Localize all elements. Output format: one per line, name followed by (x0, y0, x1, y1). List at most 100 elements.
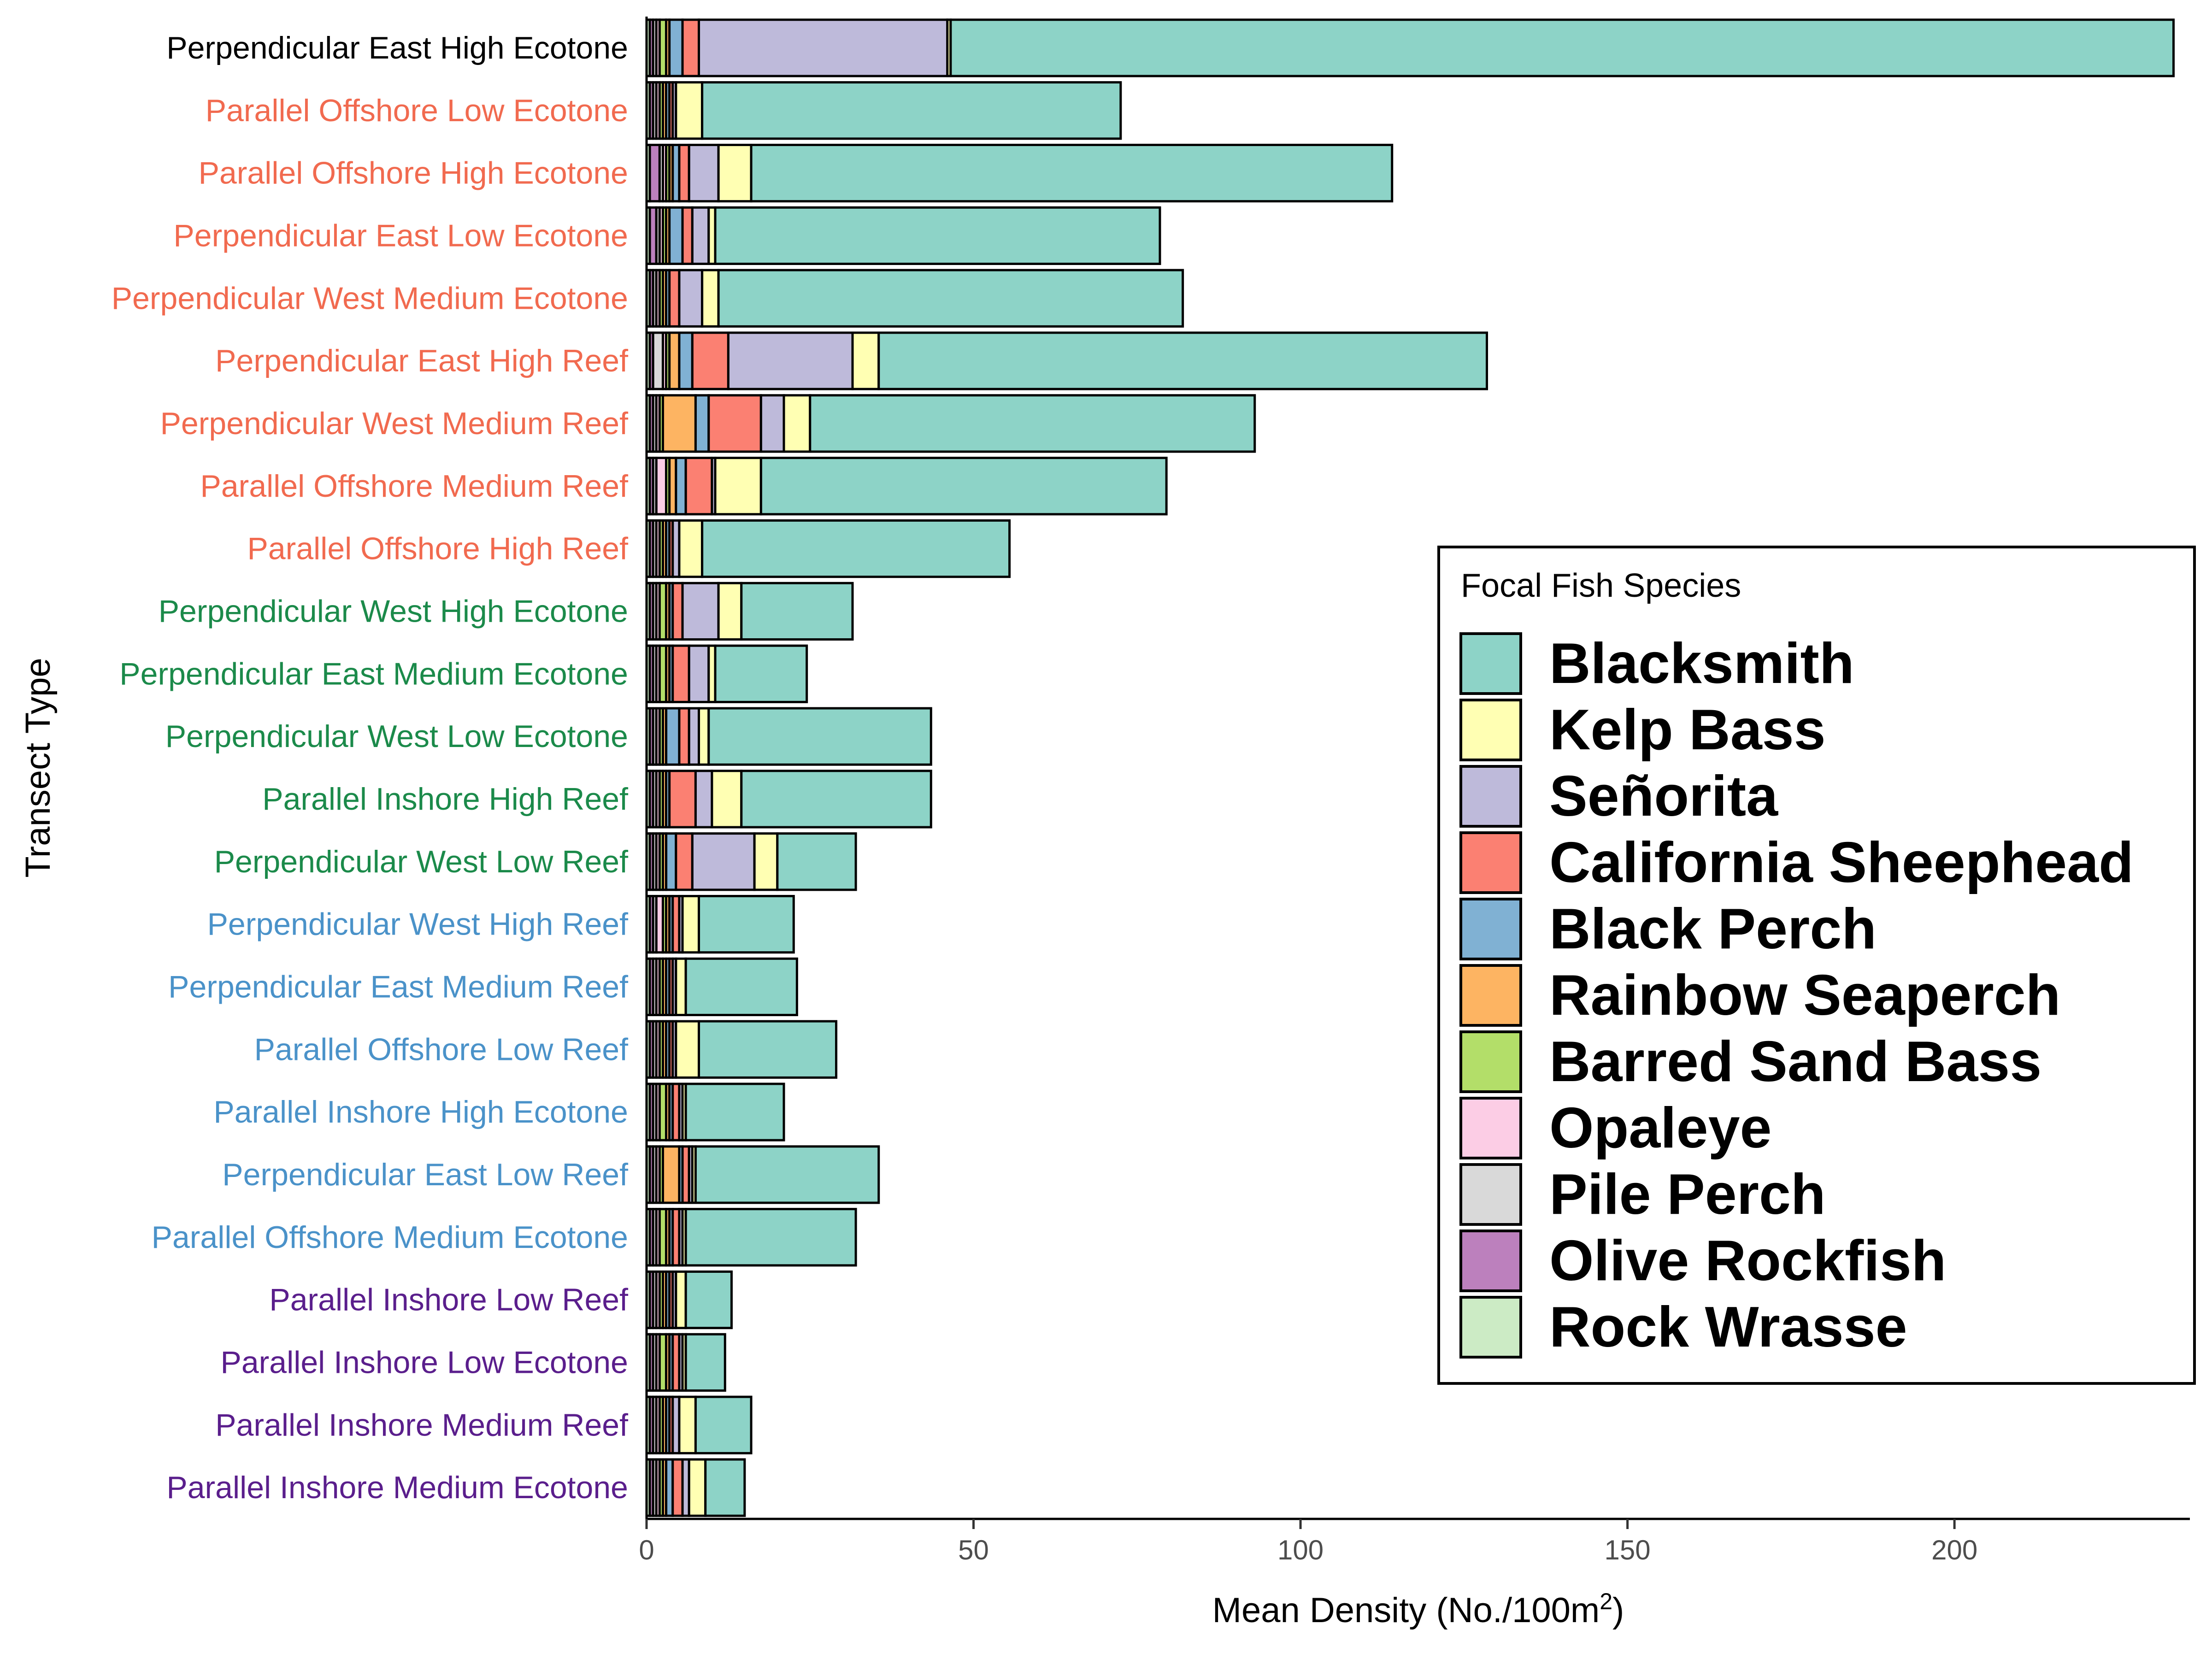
bar-segment (665, 832, 677, 891)
category-label: Perpendicular West Low Ecotone (165, 719, 628, 754)
bar-segment (698, 1020, 838, 1079)
x-tick-label: 50 (958, 1535, 989, 1565)
legend-key (1459, 1030, 1522, 1093)
legend-key (1459, 1230, 1522, 1292)
legend-key (1459, 1296, 1522, 1359)
x-tick-label: 200 (1931, 1535, 1977, 1565)
bar-segment (681, 18, 700, 77)
bar-segment (675, 1020, 700, 1079)
category-label: Perpendicular East Medium Reef (168, 969, 628, 1004)
bar-segment (671, 1458, 684, 1517)
bar-segment (688, 644, 710, 703)
legend-label: Pile Perch (1549, 1163, 1826, 1226)
bar-segment (661, 1145, 681, 1204)
category-label: Parallel Inshore High Reef (262, 782, 628, 817)
bar-segment (698, 894, 795, 954)
legend-label: California Sheephead (1549, 831, 2134, 894)
bar-segment (740, 582, 854, 641)
bar-segment (782, 394, 812, 453)
bar-segment (652, 331, 664, 390)
bar-segment (691, 832, 756, 891)
x-tick-label: 100 (1277, 1535, 1324, 1565)
bar-segment (759, 457, 1168, 516)
bar-segment (675, 457, 687, 516)
bar-segment (684, 457, 713, 516)
bar-segment (717, 143, 753, 203)
bar-segment (707, 394, 762, 453)
legend-key (1459, 699, 1522, 761)
bar-segment (694, 1395, 753, 1454)
legend-key (1459, 831, 1522, 894)
legend-title: Focal Fish Species (1461, 567, 1741, 604)
category-label: Perpendicular East High Ecotone (166, 30, 628, 65)
bar-segment (668, 18, 684, 77)
bar-segment (684, 1270, 733, 1330)
bar-segment (655, 457, 668, 516)
legend-label: Black Perch (1549, 897, 1877, 961)
bar-segment (678, 331, 694, 390)
category-label: Perpendicular East Low Reef (222, 1157, 628, 1192)
bar-segment (684, 1333, 726, 1392)
bar-segment (668, 206, 684, 265)
bar-segment (750, 143, 1394, 203)
legend-key (1459, 1097, 1522, 1159)
bar-segment (877, 331, 1488, 390)
bar-segment (698, 707, 710, 766)
bar-segment (701, 519, 1011, 578)
category-label: Parallel Offshore Low Reef (254, 1032, 628, 1067)
category-label: Parallel Offshore High Ecotone (199, 156, 628, 191)
legend-box (1437, 546, 2196, 1385)
bar-segment (691, 206, 710, 265)
legend-label: Kelp Bass (1549, 698, 1826, 762)
category-label: Perpendicular West High Ecotone (159, 594, 628, 629)
category-label: Perpendicular East Low Ecotone (173, 218, 628, 253)
legend-key (1459, 765, 1522, 828)
legend-key (1459, 964, 1522, 1027)
bar-segment (675, 832, 694, 891)
bar-segment (661, 394, 697, 453)
bar-segment (678, 269, 704, 328)
legend-label: Señorita (1549, 765, 1778, 828)
bar-segment (684, 1082, 785, 1141)
category-label: Parallel Inshore Medium Ecotone (166, 1470, 628, 1505)
category-label: Perpendicular West Low Reef (214, 844, 628, 879)
category-labels: Perpendicular East High Ecotone Parallel … (112, 30, 628, 1505)
legend-label: Olive Rockfish (1549, 1229, 1946, 1293)
bar-segment (776, 832, 857, 891)
bar-segment (717, 269, 1184, 328)
bar-segment (681, 206, 694, 265)
category-label: Parallel Inshore High Ecotone (213, 1094, 628, 1130)
category-label: Parallel Offshore Low Ecotone (206, 93, 628, 128)
x-axis-title: Mean Density (No./100m2) (1212, 1588, 1624, 1630)
category-label: Perpendicular East High Reef (215, 343, 628, 378)
bar-segment (668, 770, 697, 829)
category-label: Perpendicular East Medium Ecotone (119, 656, 628, 691)
bar-segment (665, 707, 681, 766)
bar-segment (681, 894, 700, 954)
bar-segment (684, 957, 798, 1017)
legend-key (1459, 898, 1522, 960)
bar-segment (698, 18, 949, 77)
bar-segment (707, 707, 932, 766)
bar-segment (809, 394, 1256, 453)
bar-segment (688, 1458, 707, 1517)
legend-key (1459, 632, 1522, 695)
category-label: Parallel Offshore High Reef (247, 531, 629, 566)
bar-segment (675, 1270, 687, 1330)
bar-segment (704, 1458, 746, 1517)
bar-segment (714, 457, 762, 516)
category-label: Perpendicular West High Reef (207, 907, 629, 942)
legend-label: Barred Sand Bass (1549, 1030, 2041, 1094)
bar-segment (681, 582, 720, 641)
bar-segment (851, 331, 880, 390)
bar-segment (691, 331, 729, 390)
category-label: Parallel Offshore Medium Reef (200, 469, 629, 504)
legend-key (1459, 1163, 1522, 1226)
bar-segment (671, 582, 684, 641)
category-label: Parallel Inshore Low Reef (269, 1282, 628, 1318)
bar-segment (717, 582, 743, 641)
bar-segment (678, 143, 690, 203)
